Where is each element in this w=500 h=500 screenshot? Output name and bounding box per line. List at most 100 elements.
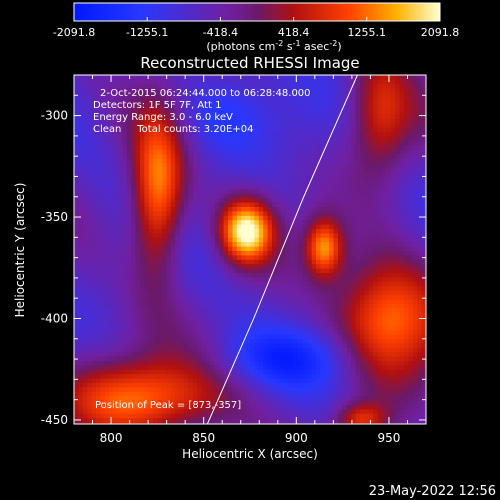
heatmap-cell — [126, 317, 132, 322]
heatmap-cell — [192, 154, 198, 159]
heatmap-cell — [82, 237, 88, 243]
heatmap-cell — [144, 308, 150, 313]
heatmap-cell — [206, 405, 211, 410]
heatmap-cell — [258, 286, 264, 291]
heatmap-cell — [245, 418, 251, 423]
heatmap-cell — [78, 391, 84, 397]
heatmap-cell — [307, 97, 312, 102]
heatmap-cell — [223, 158, 229, 164]
heatmap-cell — [184, 387, 189, 393]
heatmap-cell — [153, 154, 158, 159]
heatmap-cell — [184, 378, 189, 384]
heatmap-cell — [135, 242, 141, 247]
heatmap-cell — [236, 383, 242, 388]
heatmap-cell — [338, 180, 343, 186]
heatmap-cell — [329, 339, 334, 344]
heatmap-cell — [144, 246, 150, 252]
heatmap-cell — [122, 378, 128, 384]
heatmap-cell — [329, 299, 334, 305]
heatmap-cell — [263, 312, 268, 318]
heatmap-cell — [100, 207, 106, 212]
heatmap-cell — [78, 281, 84, 287]
heatmap-cell — [144, 259, 150, 265]
heatmap-cell — [302, 211, 308, 217]
heatmap-cell — [298, 176, 304, 181]
heatmap-cell — [333, 369, 339, 375]
heatmap-cell — [175, 369, 180, 375]
heatmap-cell — [254, 220, 260, 225]
heatmap-cell — [78, 114, 84, 120]
heatmap-cell — [122, 171, 128, 177]
heatmap-cell — [87, 312, 92, 318]
heatmap-cell — [179, 413, 185, 419]
heatmap-cell — [206, 237, 211, 243]
heatmap-cell — [236, 295, 242, 300]
heatmap-cell — [201, 136, 207, 142]
heatmap-cell — [122, 83, 128, 89]
heatmap-cell — [276, 246, 282, 252]
heatmap-cell — [131, 317, 136, 322]
heatmap-cell — [74, 229, 79, 234]
heatmap-cell — [118, 237, 123, 243]
heatmap-cell — [175, 145, 180, 151]
heatmap-cell — [298, 123, 304, 129]
heatmap-cell — [140, 189, 145, 195]
heatmap-cell — [140, 387, 145, 393]
heatmap-cell — [153, 374, 158, 379]
heatmap-cell — [87, 383, 92, 388]
heatmap-cell — [144, 312, 150, 318]
heatmap-cell — [118, 409, 123, 415]
heatmap-cell — [201, 334, 207, 340]
heatmap-cell — [289, 127, 295, 133]
heatmap-cell — [338, 347, 343, 353]
heatmap-cell — [280, 308, 286, 313]
heatmap-cell — [197, 180, 202, 186]
heatmap-cell — [333, 347, 339, 353]
heatmap-cell — [298, 396, 304, 401]
heatmap-cell — [311, 105, 317, 111]
heatmap-cell — [122, 141, 128, 146]
heatmap-cell — [228, 215, 233, 221]
heatmap-cell — [201, 290, 207, 296]
heatmap-cell — [228, 400, 233, 406]
heatmap-cell — [338, 246, 343, 252]
heatmap-cell — [135, 255, 141, 261]
heatmap-cell — [157, 97, 163, 102]
heatmap-cell — [192, 422, 198, 424]
heatmap-cell — [148, 75, 154, 80]
heatmap-cell — [87, 321, 92, 327]
heatmap-cell — [285, 343, 290, 349]
heatmap-cell — [113, 136, 119, 142]
heatmap-cell — [329, 317, 334, 322]
heatmap-cell — [302, 299, 308, 305]
heatmap-cell — [320, 413, 326, 419]
heatmap-cell — [258, 251, 264, 256]
heatmap-cell — [219, 92, 224, 98]
heatmap-cell — [144, 286, 150, 291]
heatmap-cell — [74, 413, 79, 419]
heatmap-cell — [109, 268, 114, 274]
heatmap-cell — [245, 259, 251, 265]
heatmap-cell — [113, 409, 119, 415]
heatmap-cell — [162, 308, 167, 313]
heatmap-cell — [267, 198, 273, 203]
heatmap-cell — [122, 255, 128, 261]
heatmap-cell — [298, 321, 304, 327]
heatmap-cell — [197, 154, 202, 159]
heatmap-cell — [96, 255, 101, 261]
heatmap-cell — [324, 163, 330, 168]
heatmap-cell — [201, 132, 207, 137]
heatmap-cell — [126, 374, 132, 379]
heatmap-cell — [184, 361, 189, 366]
heatmap-cell — [148, 251, 154, 256]
heatmap-cell — [144, 158, 150, 164]
heatmap-cell — [206, 264, 211, 269]
heatmap-cell — [254, 215, 260, 221]
heatmap-cell — [170, 79, 176, 85]
heatmap-cell — [316, 391, 321, 397]
heatmap-cell — [228, 220, 233, 225]
heatmap-cell — [206, 365, 211, 371]
heatmap-cell — [333, 145, 339, 151]
heatmap-cell — [223, 259, 229, 265]
heatmap-cell — [113, 391, 119, 397]
